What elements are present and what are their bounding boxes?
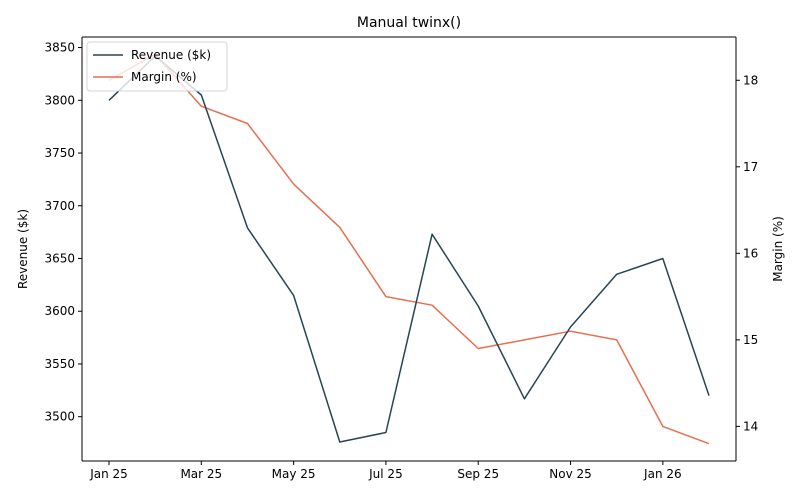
y-left-tick-label: 3800	[44, 93, 75, 107]
data-point-margin	[570, 331, 571, 332]
data-point-revenue	[385, 432, 386, 433]
data-point-revenue	[432, 234, 433, 235]
x-tick-label: Mar 25	[180, 467, 222, 481]
data-point-revenue	[662, 258, 663, 259]
data-point-margin	[662, 426, 663, 427]
x-tick-label: Sep 25	[457, 467, 499, 481]
y-right-tick-label: 18	[743, 73, 758, 87]
x-axis: Jan 25 Mar 25 May 25 Jul 25 Sep 25 Nov 25 Jan …	[89, 461, 682, 481]
data-point-margin	[432, 305, 433, 306]
x-tick-label: Jan 26	[643, 467, 682, 481]
series-line-revenue	[108, 55, 710, 443]
y-right-tick-label: 17	[743, 160, 758, 174]
x-tick-label: May 25	[272, 467, 316, 481]
y-left-tick-label: 3600	[44, 304, 75, 318]
data-point-margin	[247, 123, 248, 124]
data-point-margin	[201, 106, 202, 107]
data-point-revenue	[339, 442, 340, 443]
x-tick-label: Nov 25	[549, 467, 592, 481]
data-point-margin	[616, 339, 617, 340]
data-point-margin	[385, 296, 386, 297]
data-point-revenue	[293, 295, 294, 296]
y-right-tick-label: 15	[743, 333, 758, 347]
y-axis-right: 14 15 16 17 18	[736, 73, 758, 433]
legend: Revenue ($k) Margin (%)	[86, 41, 228, 92]
data-point-revenue	[616, 274, 617, 275]
data-point-margin	[293, 184, 294, 185]
data-point-revenue	[109, 100, 110, 101]
y-right-tick-label: 16	[743, 246, 758, 260]
y-left-tick-label: 3550	[44, 357, 75, 371]
data-point-margin	[709, 443, 710, 444]
y-right-tick-label: 14	[743, 419, 758, 433]
y-left-tick-label: 3750	[44, 146, 75, 160]
y-left-tick-label: 3850	[44, 41, 75, 55]
x-tick-label: Jan 25	[89, 467, 128, 481]
y-axis-right-label: Margin (%)	[771, 216, 785, 282]
data-point-margin	[524, 339, 525, 340]
data-point-revenue	[247, 227, 248, 228]
chart-title: Manual twinx()	[357, 15, 461, 31]
data-point-margin	[478, 348, 479, 349]
legend-label-revenue: Revenue ($k)	[131, 48, 211, 62]
data-point-revenue	[478, 306, 479, 307]
y-axis-left: 3500 3550 3600 3650 3700 3750 3800 3850	[44, 41, 82, 424]
series-layer	[108, 53, 710, 445]
plot-area	[82, 37, 736, 461]
data-point-revenue	[524, 398, 525, 399]
y-left-tick-label: 3500	[44, 410, 75, 424]
x-tick-label: Jul 25	[368, 467, 403, 481]
data-point-margin	[339, 227, 340, 228]
y-left-tick-label: 3650	[44, 251, 75, 265]
data-point-revenue	[709, 395, 710, 396]
y-axis-left-label: Revenue ($k)	[16, 209, 30, 289]
plot-frame	[81, 36, 737, 462]
legend-label-margin: Margin (%)	[131, 70, 197, 84]
y-left-tick-label: 3700	[44, 199, 75, 213]
series-line-margin	[108, 53, 710, 445]
data-point-revenue	[570, 327, 571, 328]
data-point-revenue	[201, 95, 202, 96]
